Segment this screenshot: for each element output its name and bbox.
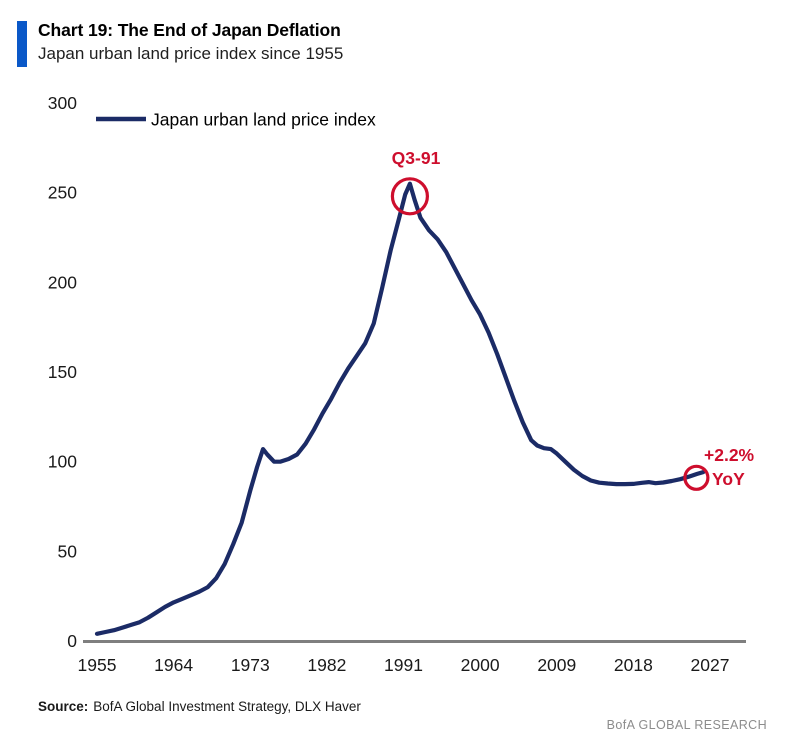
y-tick-label: 150 [48,362,77,382]
yoy-highlight-circle [683,464,710,491]
y-tick-label: 300 [48,93,77,113]
x-tick-label: 2000 [461,655,500,675]
x-tick-label: 1973 [231,655,270,675]
y-tick-label: 0 [67,631,77,651]
price-index-line [94,181,706,636]
chart-header: Chart 19: The End of Japan Deflation Jap… [38,19,343,65]
x-tick-label: 2018 [614,655,653,675]
x-tick-label: 2009 [537,655,576,675]
chart-subtitle: Japan urban land price index since 1955 [38,44,344,63]
y-tick-label: 50 [58,541,78,561]
x-tick-label: 1991 [384,655,423,675]
peak-annotation-label: Q3-91 [392,148,441,168]
yoy-annotation-label-line2: YoY [712,469,745,489]
peak-highlight-circle [390,177,429,216]
y-tick-label: 100 [48,452,77,472]
bofa-global-research-brand: BofA GLOBAL RESEARCH [606,718,767,732]
x-tick-label: 1982 [307,655,346,675]
title-accent-bar [17,21,27,67]
x-tick-label: 1955 [78,655,117,675]
source-text: BofA Global Investment Strategy, DLX Hav… [93,699,361,714]
legend-series-label: Japan urban land price index [151,110,376,130]
x-tick-label: 1964 [154,655,193,675]
y-tick-label: 250 [48,183,77,203]
source-line: Source: BofA Global Investment Strategy, … [38,699,361,714]
x-tick-label: 2027 [691,655,730,675]
y-tick-label: 200 [48,272,77,292]
chart-title: Chart 19: The End of Japan Deflation [38,20,341,40]
source-label: Source: [38,699,89,714]
yoy-annotation-label-line1: +2.2% [704,445,755,465]
